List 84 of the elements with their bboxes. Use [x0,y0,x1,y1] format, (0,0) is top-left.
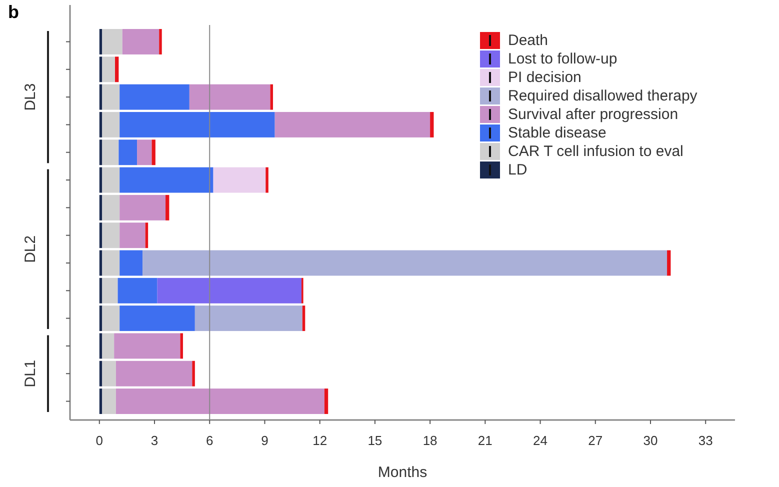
bar [137,140,152,166]
x-tick-label: 18 [422,433,438,448]
bar [102,360,116,386]
bar [102,56,116,82]
bar [99,333,102,359]
x-tick-label: 3 [150,433,158,448]
bar [99,56,102,82]
bar [102,140,119,166]
bar [120,167,214,193]
text: DL2 [22,235,39,263]
x-tick-label: 30 [643,433,658,448]
bar [120,306,195,332]
bar [102,333,114,359]
x-tick-label: 12 [312,433,328,448]
x-tick-label: 0 [96,433,104,448]
legend-label: Stable disease [508,124,606,142]
bar [142,250,668,276]
bar [120,222,146,248]
bar [102,278,118,304]
bar [116,360,192,386]
bar [99,112,102,138]
bar [99,306,102,332]
bar [118,278,158,304]
bar [194,306,302,332]
text: DL1 [22,360,39,388]
bar [213,167,266,193]
legend-label: Death [508,32,548,49]
chart-title: b [8,2,19,22]
bar [270,84,273,110]
bar [120,194,166,220]
bar [99,222,102,248]
bar [102,84,120,110]
bar [192,360,195,386]
bar [159,29,162,54]
bar [180,333,183,359]
bar [102,194,120,220]
bar [266,167,268,193]
bar [166,194,170,220]
bar [152,140,156,166]
bar [99,278,102,304]
legend-label: Lost to follow-up [508,50,618,68]
bar [115,56,119,82]
bar [102,112,120,138]
text: DL3 [22,83,39,111]
bar [99,84,102,110]
bar [102,222,120,248]
bar [102,29,122,54]
bar [324,388,328,414]
x-tick-label: 9 [261,433,268,448]
x-tick-label: 21 [478,433,492,448]
bar [145,222,148,248]
bar [114,333,180,359]
bar [120,84,190,110]
bar [157,278,302,304]
legend-label: CAR T cell infusion to eval [508,143,684,160]
x-axis-title: Months [378,464,428,481]
legend-label: Survival after progression [508,106,678,123]
bar [302,306,306,332]
bar [116,388,324,414]
legend-label: Required disallowed therapy [508,88,698,104]
bar [118,140,138,166]
bar [120,250,143,276]
x-tick-label: 6 [206,433,214,448]
x-tick-label: 24 [533,433,548,448]
bar [102,167,120,193]
bar [122,29,160,54]
bar [120,112,275,138]
bar [99,29,102,54]
x-tick-label: 27 [588,433,603,448]
x-tick-label: 15 [368,433,382,448]
bar [99,140,102,166]
x-tick-label: 33 [698,433,713,448]
bar [102,388,116,414]
bar [99,388,102,414]
bar [102,306,120,332]
legend-label: PI decision [508,69,582,86]
bar [189,84,270,110]
bar [667,250,671,276]
bar [430,112,434,138]
bar [99,194,102,220]
bar [102,250,120,276]
bar [99,360,102,386]
legend-label: LD [508,162,528,178]
bar [274,112,430,138]
